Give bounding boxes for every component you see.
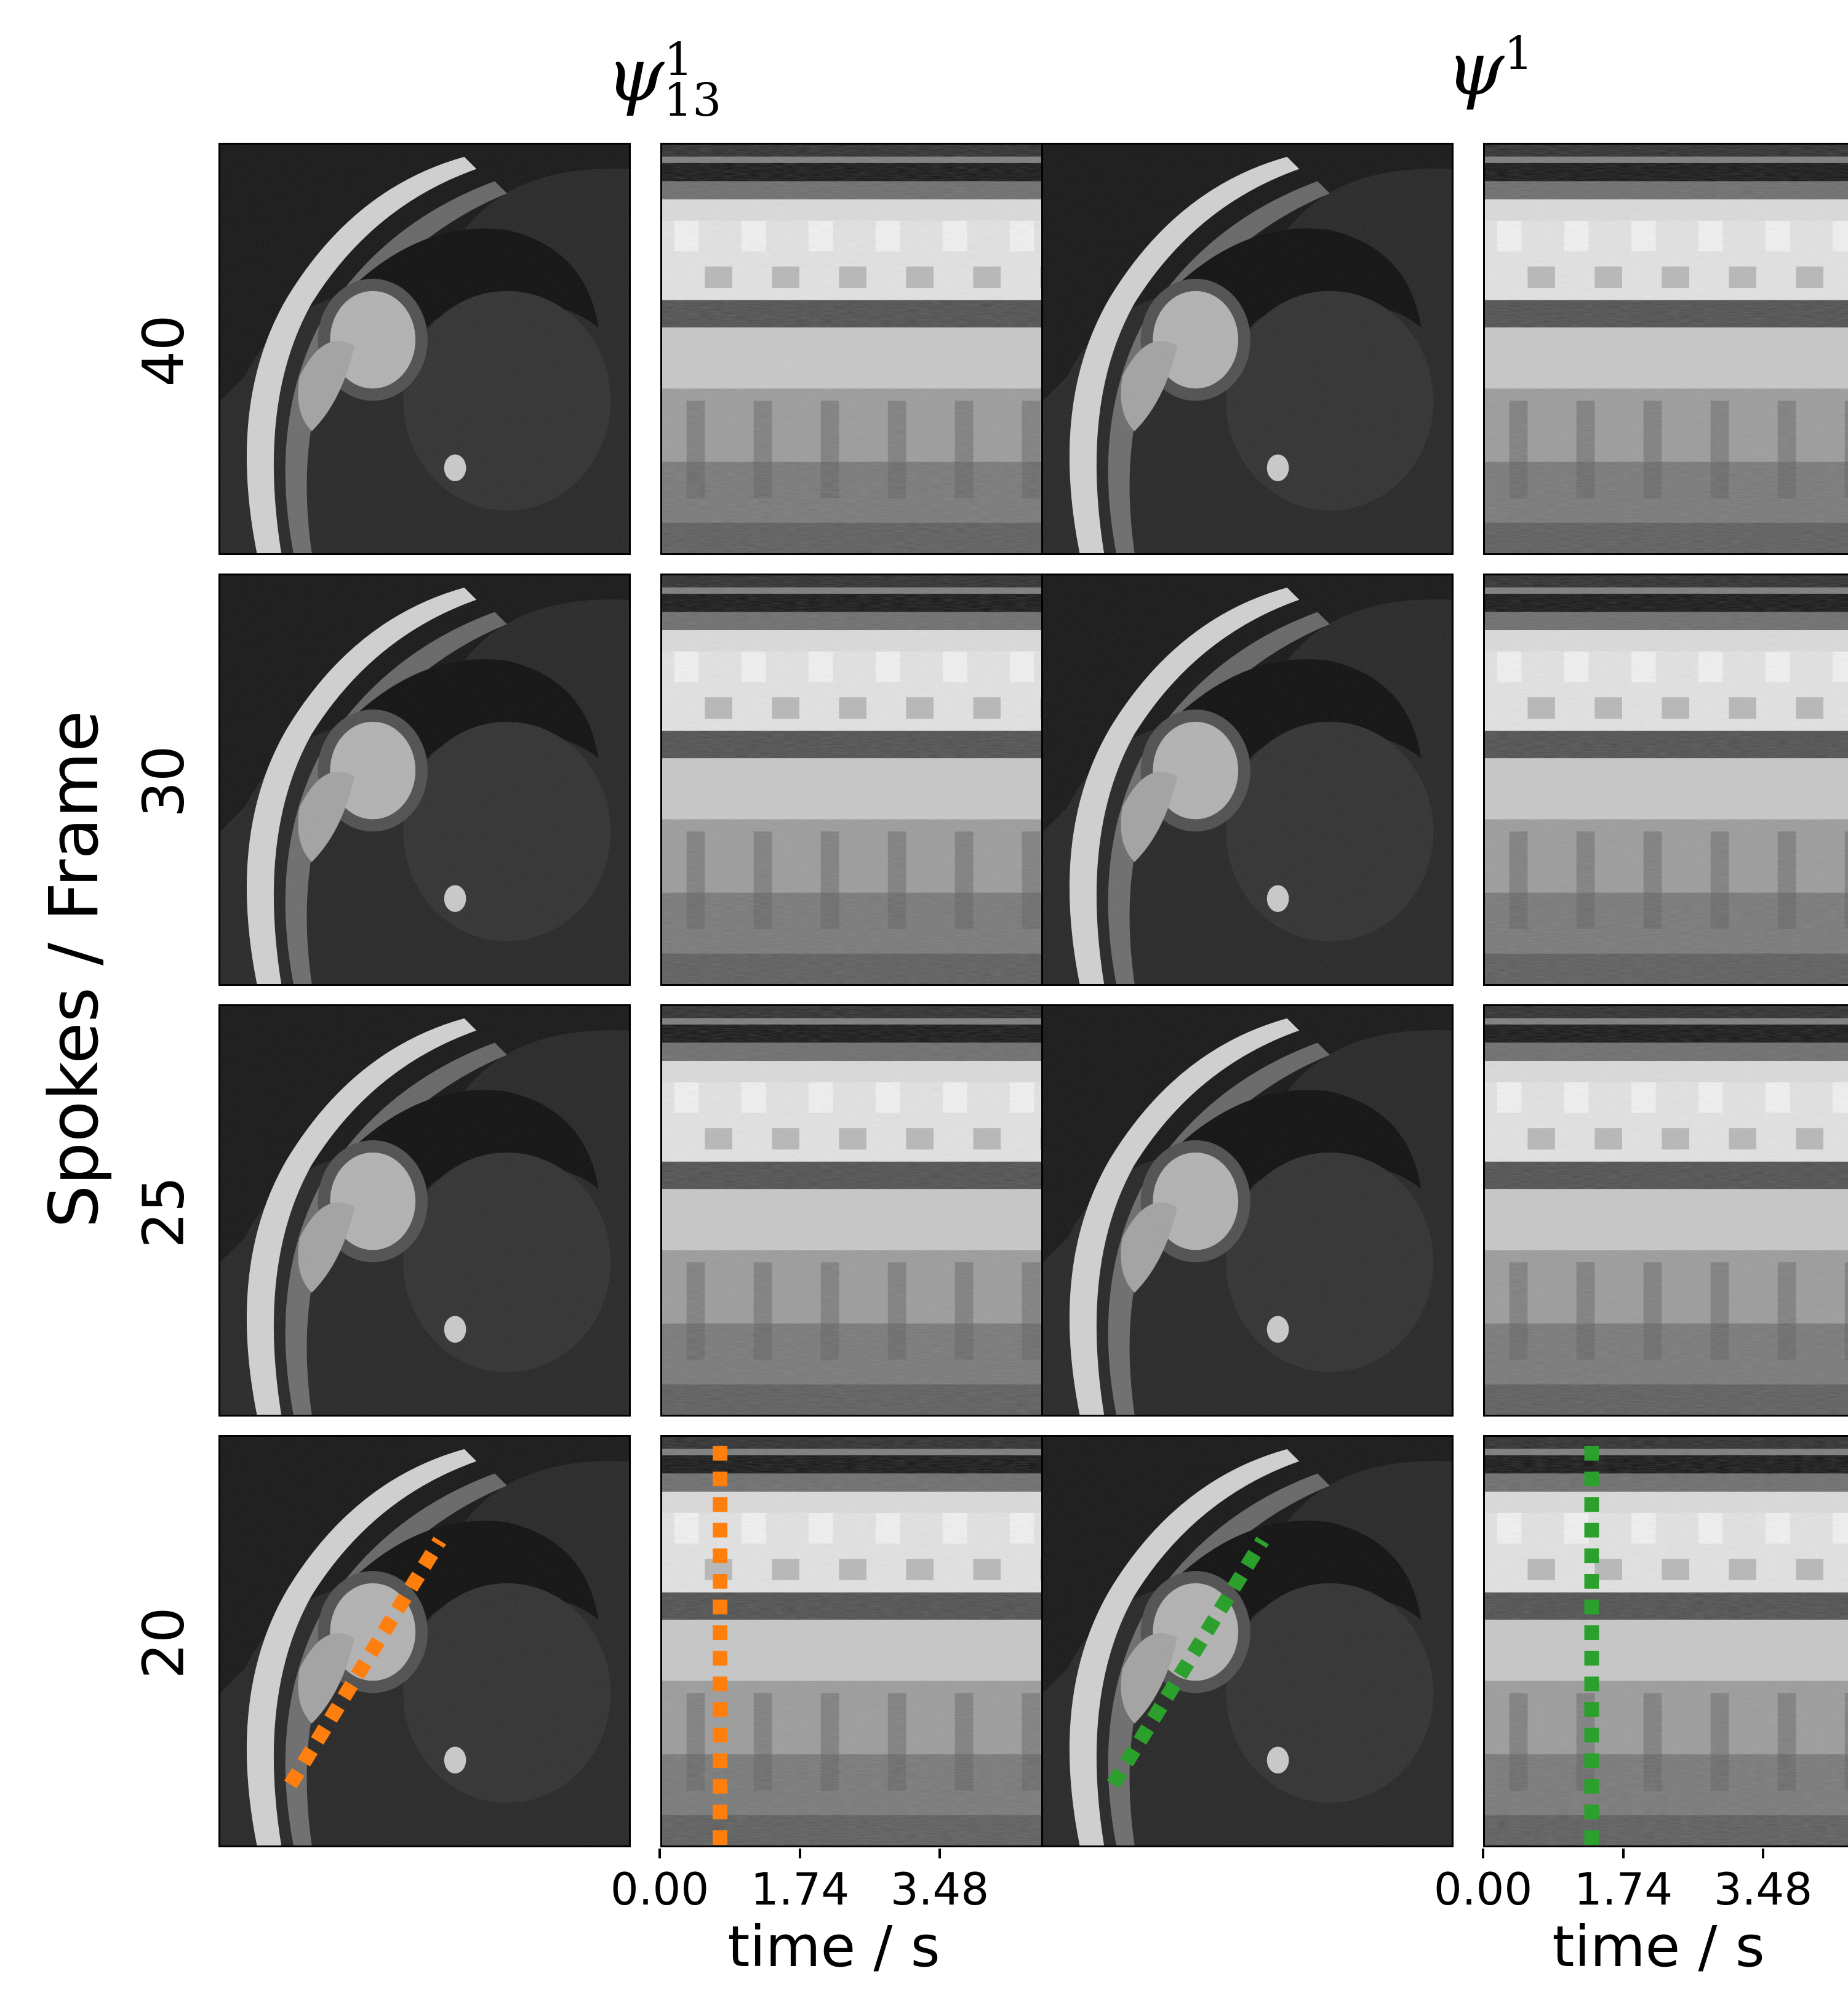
mri-image-panel-r2-c3 <box>1041 574 1454 986</box>
time-profile-image <box>1485 1437 1848 1845</box>
time-profile-panel-r2-c2 <box>660 574 1073 986</box>
mri-image-panel-r2-c1 <box>218 574 631 986</box>
column-title-left: ψ113 <box>606 33 722 127</box>
time-profile-image <box>662 575 1071 984</box>
row-label-25: 25 <box>130 1176 197 1249</box>
tick-mark-right-1 <box>1622 1849 1625 1858</box>
mri-image-panel-r4-c1 <box>218 1435 631 1847</box>
mri-image-panel-r3-c1 <box>218 1004 631 1417</box>
mri-image <box>1043 1437 1452 1845</box>
tick-mark-left-2 <box>938 1849 941 1858</box>
time-profile-panel-r3-c2 <box>660 1004 1073 1417</box>
tick-label-left-1: 1.74 <box>750 1863 850 1915</box>
tick-label-right-1: 1.74 <box>1574 1863 1673 1915</box>
time-profile-panel-r2-c4 <box>1483 574 1848 986</box>
mri-image <box>1043 1006 1452 1415</box>
tick-label-left-2: 3.48 <box>890 1863 990 1915</box>
row-label-40: 40 <box>130 314 197 387</box>
mri-image <box>220 145 629 553</box>
mri-image-panel-r1-c3 <box>1041 143 1454 555</box>
time-profile-image <box>1485 145 1848 553</box>
time-profile-image <box>1485 575 1848 984</box>
dotted-line-marker <box>1106 1537 1269 1789</box>
time-profile-image <box>662 1437 1071 1845</box>
mri-image-panel-r3-c3 <box>1041 1004 1454 1417</box>
time-profile-panel-r4-c4 <box>1483 1435 1848 1847</box>
time-profile-panel-r1-c4 <box>1483 143 1848 555</box>
time-profile-panel-r3-c4 <box>1483 1004 1848 1417</box>
tick-mark-right-2 <box>1762 1849 1764 1858</box>
row-label-20: 20 <box>130 1607 197 1679</box>
time-profile-image <box>1485 1006 1848 1415</box>
mri-image <box>1043 145 1452 553</box>
dotted-line-marker <box>284 1537 446 1789</box>
tick-label-right-2: 3.48 <box>1713 1863 1813 1915</box>
time-profile-panel-r4-c2 <box>660 1435 1073 1847</box>
mri-image <box>220 575 629 984</box>
mri-image-panel-r1-c1 <box>218 143 631 555</box>
tick-mark-left-1 <box>799 1849 801 1858</box>
time-profile-image <box>662 1006 1071 1415</box>
mri-image-panel-r4-c3 <box>1041 1435 1454 1847</box>
tick-mark-right-0 <box>1482 1849 1484 1858</box>
mri-image <box>220 1006 629 1415</box>
tick-mark-left-0 <box>658 1849 661 1858</box>
row-label-30: 30 <box>130 745 197 818</box>
mri-image <box>220 1437 629 1845</box>
tick-label-right-0: 0.00 <box>1433 1863 1533 1915</box>
time-profile-image <box>662 145 1071 553</box>
x-axis-label-left: time / s <box>727 1914 940 1980</box>
column-title-right: ψ1 <box>1446 26 1534 112</box>
y-axis-label: Spokes / Frame <box>34 710 113 1228</box>
mri-image <box>1043 575 1452 984</box>
tick-label-left-0: 0.00 <box>610 1863 710 1915</box>
time-profile-panel-r1-c2 <box>660 143 1073 555</box>
x-axis-label-right: time / s <box>1552 1914 1765 1980</box>
